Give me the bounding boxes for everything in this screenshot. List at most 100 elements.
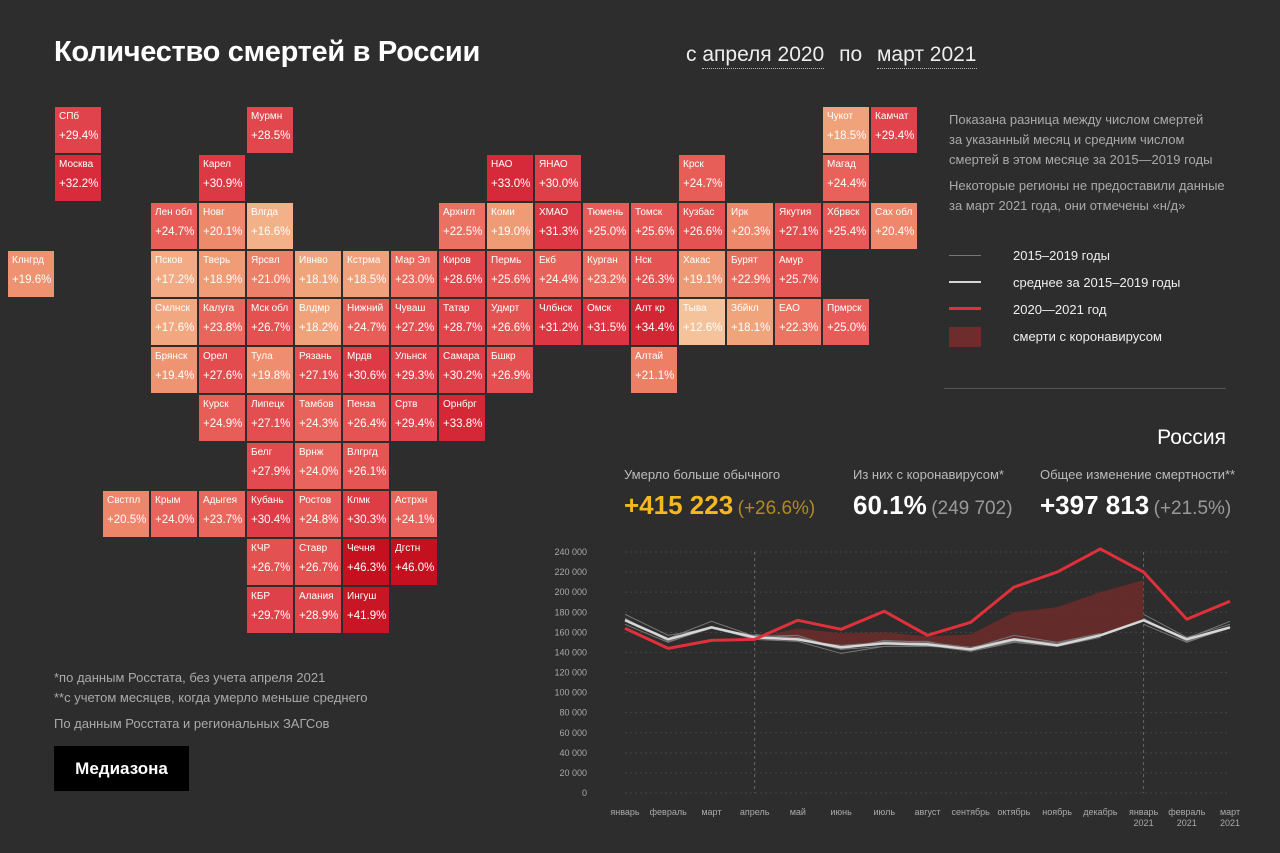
- region-tile[interactable]: Члбнск +31.2%: [535, 299, 581, 345]
- region-tile[interactable]: Кстрма +18.5%: [343, 251, 389, 297]
- region-tile[interactable]: Ярсвл +21.0%: [247, 251, 293, 297]
- region-tile[interactable]: Ивнво +18.1%: [295, 251, 341, 297]
- region-tile[interactable]: Якутия +27.1%: [775, 203, 821, 249]
- region-tile[interactable]: Карел +30.9%: [199, 155, 245, 201]
- region-tile[interactable]: Чечня +46.3%: [343, 539, 389, 585]
- region-tile[interactable]: Томск +25.6%: [631, 203, 677, 249]
- region-name: Нижний: [347, 303, 384, 314]
- region-tile[interactable]: Адыгея +23.7%: [199, 491, 245, 537]
- region-tile[interactable]: Хакас +19.1%: [679, 251, 725, 297]
- region-tile[interactable]: Псков +17.2%: [151, 251, 197, 297]
- region-name: Омск: [587, 303, 612, 314]
- region-tile[interactable]: Астрхн +24.1%: [391, 491, 437, 537]
- region-tile[interactable]: ЯНАО +30.0%: [535, 155, 581, 201]
- region-tile[interactable]: Тамбов +24.3%: [295, 395, 341, 441]
- region-tile[interactable]: Новг +20.1%: [199, 203, 245, 249]
- region-tile[interactable]: Омск +31.5%: [583, 299, 629, 345]
- region-tile[interactable]: Збйкл +18.1%: [727, 299, 773, 345]
- region-name: Татар: [443, 303, 470, 314]
- region-tile[interactable]: Курган +23.2%: [583, 251, 629, 297]
- region-tile[interactable]: Ирк +20.3%: [727, 203, 773, 249]
- region-tile[interactable]: Камчат +29.4%: [871, 107, 917, 153]
- region-tile[interactable]: Магад +24.4%: [823, 155, 869, 201]
- region-tile[interactable]: Амур +25.7%: [775, 251, 821, 297]
- legend-label: смерти с коронавирусом: [1013, 329, 1162, 344]
- region-tile[interactable]: КБР +29.7%: [247, 587, 293, 633]
- region-tile[interactable]: Липецк +27.1%: [247, 395, 293, 441]
- region-name: Пенза: [347, 399, 376, 410]
- period-from-dropdown[interactable]: апреля 2020: [702, 43, 825, 69]
- region-tile[interactable]: Влгда +16.6%: [247, 203, 293, 249]
- region-tile[interactable]: Ставр +26.7%: [295, 539, 341, 585]
- region-tile[interactable]: Кузбас +26.6%: [679, 203, 725, 249]
- region-tile[interactable]: Ростов +24.8%: [295, 491, 341, 537]
- region-tile[interactable]: Рязань +27.1%: [295, 347, 341, 393]
- region-tile[interactable]: Тверь +18.9%: [199, 251, 245, 297]
- stat-total: Общее изменение смертности** +397 813 (+…: [1040, 467, 1270, 521]
- region-value: +31.3%: [539, 226, 579, 238]
- region-tile[interactable]: Орнбрг +33.8%: [439, 395, 485, 441]
- region-tile[interactable]: Влдмр +18.2%: [295, 299, 341, 345]
- region-tile[interactable]: КЧР +26.7%: [247, 539, 293, 585]
- region-tile[interactable]: Орел +27.6%: [199, 347, 245, 393]
- region-tile[interactable]: Ингуш +41.9%: [343, 587, 389, 633]
- region-tile[interactable]: Бшкр +26.9%: [487, 347, 533, 393]
- region-tile[interactable]: Смлнск +17.6%: [151, 299, 197, 345]
- region-tile[interactable]: Тюмень +25.0%: [583, 203, 629, 249]
- region-value: +19.4%: [155, 370, 195, 382]
- legend-swatch: [949, 327, 981, 347]
- region-tile[interactable]: Нижний +24.7%: [343, 299, 389, 345]
- region-tile[interactable]: Тыва +12.6%: [679, 299, 725, 345]
- region-tile[interactable]: Крск +24.7%: [679, 155, 725, 201]
- region-tile[interactable]: Клнгрд +19.6%: [8, 251, 54, 297]
- region-tile[interactable]: Хбрвск +25.4%: [823, 203, 869, 249]
- region-tile[interactable]: Алт кр +34.4%: [631, 299, 677, 345]
- region-tile[interactable]: Алтай +21.1%: [631, 347, 677, 393]
- region-tile[interactable]: Кубань +30.4%: [247, 491, 293, 537]
- region-tile[interactable]: Пенза +26.4%: [343, 395, 389, 441]
- region-tile[interactable]: Брянск +19.4%: [151, 347, 197, 393]
- region-tile[interactable]: Татар +28.7%: [439, 299, 485, 345]
- period-to-dropdown[interactable]: март 2021: [876, 43, 977, 69]
- region-tile[interactable]: Клмк +30.3%: [343, 491, 389, 537]
- region-tile[interactable]: ЕАО +22.3%: [775, 299, 821, 345]
- region-value: +22.3%: [779, 322, 819, 334]
- region-tile[interactable]: Коми +19.0%: [487, 203, 533, 249]
- region-tile[interactable]: Свстпл +20.5%: [103, 491, 149, 537]
- region-tile[interactable]: Екб +24.4%: [535, 251, 581, 297]
- mediazona-logo[interactable]: Медиазона: [54, 746, 189, 791]
- region-tile[interactable]: Крым +24.0%: [151, 491, 197, 537]
- region-tile[interactable]: Пермь +25.6%: [487, 251, 533, 297]
- region-tile[interactable]: Прмрск +25.0%: [823, 299, 869, 345]
- region-tile[interactable]: Мрдв +30.6%: [343, 347, 389, 393]
- region-tile[interactable]: Ульнск +29.3%: [391, 347, 437, 393]
- region-tile[interactable]: Белг +27.9%: [247, 443, 293, 489]
- region-value: +24.7%: [155, 226, 195, 238]
- region-tile[interactable]: Сртв +29.4%: [391, 395, 437, 441]
- region-tile[interactable]: Архнгл +22.5%: [439, 203, 485, 249]
- region-tile[interactable]: Тула +19.8%: [247, 347, 293, 393]
- region-tile[interactable]: Самара +30.2%: [439, 347, 485, 393]
- region-tile[interactable]: Чукот +18.5%: [823, 107, 869, 153]
- region-tile[interactable]: Бурят +22.9%: [727, 251, 773, 297]
- region-tile[interactable]: Дгстн +46.0%: [391, 539, 437, 585]
- region-tile[interactable]: Киров +28.6%: [439, 251, 485, 297]
- region-tile[interactable]: Удмрт +26.6%: [487, 299, 533, 345]
- region-tile[interactable]: Мар Эл +23.0%: [391, 251, 437, 297]
- region-tile[interactable]: Чуваш +27.2%: [391, 299, 437, 345]
- region-tile[interactable]: Врнж +24.0%: [295, 443, 341, 489]
- region-tile[interactable]: Нск +26.3%: [631, 251, 677, 297]
- region-tile[interactable]: НАО +33.0%: [487, 155, 533, 201]
- region-tile[interactable]: Курск +24.9%: [199, 395, 245, 441]
- region-tile[interactable]: Алания +28.9%: [295, 587, 341, 633]
- region-tile[interactable]: Сах обл +20.4%: [871, 203, 917, 249]
- region-tile[interactable]: Мурмн +28.5%: [247, 107, 293, 153]
- region-tile[interactable]: Мск обл +26.7%: [247, 299, 293, 345]
- region-tile[interactable]: СПб +29.4%: [55, 107, 101, 153]
- region-tile[interactable]: Влгргд +26.1%: [343, 443, 389, 489]
- region-tile[interactable]: Лен обл +24.7%: [151, 203, 197, 249]
- region-tile[interactable]: Калуга +23.8%: [199, 299, 245, 345]
- region-tile[interactable]: ХМАО +31.3%: [535, 203, 581, 249]
- region-tile[interactable]: Москва +32.2%: [55, 155, 101, 201]
- region-name: Чуваш: [395, 303, 426, 314]
